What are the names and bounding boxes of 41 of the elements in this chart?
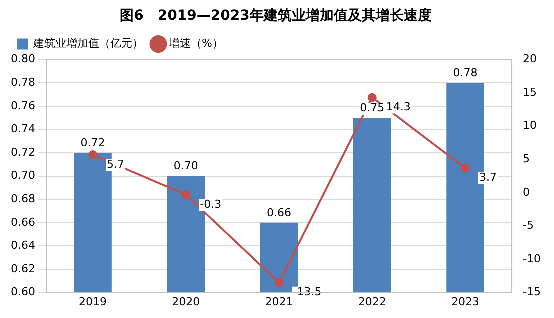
y2-tick-label: -15 [523, 286, 541, 299]
y2-tick-label: 15 [523, 86, 538, 99]
x-tick-label: 2021 [265, 295, 294, 308]
y-tick-label: 0.66 [10, 216, 36, 229]
y2-tick-label: 0 [523, 186, 530, 199]
data-label: 5.7 [107, 158, 125, 171]
data-label: 14.3 [386, 100, 411, 114]
x-tick-label: 2023 [451, 295, 480, 308]
y-tick-label: 0.68 [10, 192, 36, 206]
data-label: 0.78 [453, 66, 478, 80]
x-tick-label: 2020 [172, 295, 200, 308]
data-label: 0.66 [267, 206, 292, 220]
data-label: 0.72 [80, 136, 106, 150]
y-tick-label: 0.64 [10, 239, 36, 252]
y-tick-label: 0.80 [10, 52, 36, 66]
y2-tick-label: 10 [523, 119, 538, 132]
data-label: 0.75 [360, 101, 385, 114]
y-tick-label: 0.72 [10, 146, 36, 159]
x-tick-label: 2019 [79, 295, 108, 308]
point [88, 150, 98, 160]
y-tick-label: 0.78 [10, 76, 36, 89]
y2-tick-label: 20 [523, 52, 538, 66]
y2-tick-label: 5 [523, 152, 530, 166]
point [274, 278, 284, 288]
point [460, 164, 470, 173]
chart-title: 图6 2019—2023年建筑业增加值及其增长速度 [120, 7, 432, 24]
point [368, 93, 377, 102]
y-tick-label: 0.62 [10, 262, 36, 276]
point [182, 190, 191, 200]
data-label: 3.7 [479, 171, 497, 184]
legend-label: 增速（%） [168, 37, 224, 50]
data-label: 0.70 [174, 160, 198, 173]
y2-tick-label: -10 [523, 252, 541, 266]
y-tick-label: 0.76 [10, 99, 36, 112]
x-tick-label: 2022 [358, 295, 386, 308]
y2-tick-label: -5 [523, 219, 534, 232]
y-tick-label: 0.74 [10, 122, 36, 136]
y-tick-label: 0.60 [10, 286, 36, 299]
data-label: -0.3 [200, 198, 222, 211]
legend-label: 建筑业增加值（亿元） [32, 37, 144, 50]
y-tick-label: 0.70 [10, 169, 36, 182]
